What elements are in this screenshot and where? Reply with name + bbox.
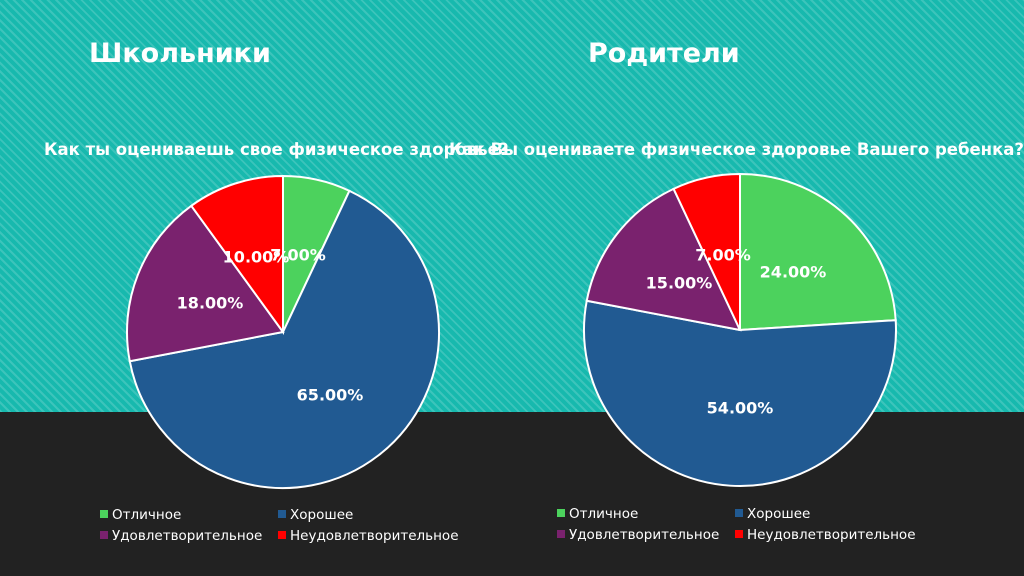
students-pie-chart: 7.00% 65.00% 18.00% 10.00% [126,174,440,490]
data-label-good: 65.00% [297,386,364,405]
pie-slice-unsatisfactory [672,172,741,331]
legend-item-satisfactory: Удовлетворительное [100,528,262,544]
pie-slice-excellent [739,172,897,332]
legend-swatch-unsatisfactory [278,531,286,539]
data-label-satisfactory: 15.00% [646,274,713,293]
legend-item-excellent: Отличное [100,507,181,523]
legend-swatch-unsatisfactory [735,530,743,538]
pie-slice-good [128,189,440,490]
parents-pie-chart: 24.00% 54.00% 15.00% 7.00% [583,172,897,487]
data-label-excellent: 7.00% [270,246,326,265]
pie-slice-unsatisfactory [189,174,284,336]
data-label-unsatisfactory: 10.00% [223,248,290,267]
parents-section-title: Родители [588,38,740,69]
pie-slice-satisfactory [585,187,742,332]
legend-label-excellent: Отличное [569,506,639,522]
students-chart-title: Как ты оцениваешь свое физическое здоров… [44,140,509,159]
legend-item-excellent: Отличное [557,506,638,522]
legend-item-satisfactory: Удовлетворительное [557,527,719,543]
students-legend: Отличное Хорошее Удовлетворительное Неудовл… [100,507,500,547]
legend-label-excellent: Отличное [112,507,182,523]
data-label-unsatisfactory: 7.00% [695,246,751,265]
pie-slice-good [583,299,897,487]
legend-swatch-excellent [100,510,108,518]
legend-swatch-good [735,509,743,517]
legend-swatch-satisfactory [100,531,108,539]
legend-label-unsatisfactory: Неудовлетворительное [290,528,459,544]
parents-legend: Отличное Хорошее Удовлетворительное Неудовл… [557,506,977,546]
legend-swatch-good [278,510,286,518]
legend-item-unsatisfactory: Неудовлетворительное [278,528,459,544]
legend-label-satisfactory: Удовлетворительное [112,528,263,544]
legend-label-satisfactory: Удовлетворительное [569,527,720,543]
legend-item-good: Хорошее [735,506,810,522]
legend-label-good: Хорошее [290,507,354,523]
legend-item-unsatisfactory: Неудовлетворительное [735,527,916,543]
data-label-satisfactory: 18.00% [177,294,244,313]
legend-item-good: Хорошее [278,507,353,523]
data-label-good: 54.00% [707,399,774,418]
legend-swatch-excellent [557,509,565,517]
legend-swatch-satisfactory [557,530,565,538]
students-section-title: Школьники [89,38,271,69]
pie-slice-satisfactory [126,204,285,363]
data-label-excellent: 24.00% [760,263,827,282]
legend-label-unsatisfactory: Неудовлетворительное [747,527,916,543]
parents-chart-title: Как Вы оцениваете физическое здоровье Ва… [449,140,1024,159]
legend-label-good: Хорошее [747,506,811,522]
